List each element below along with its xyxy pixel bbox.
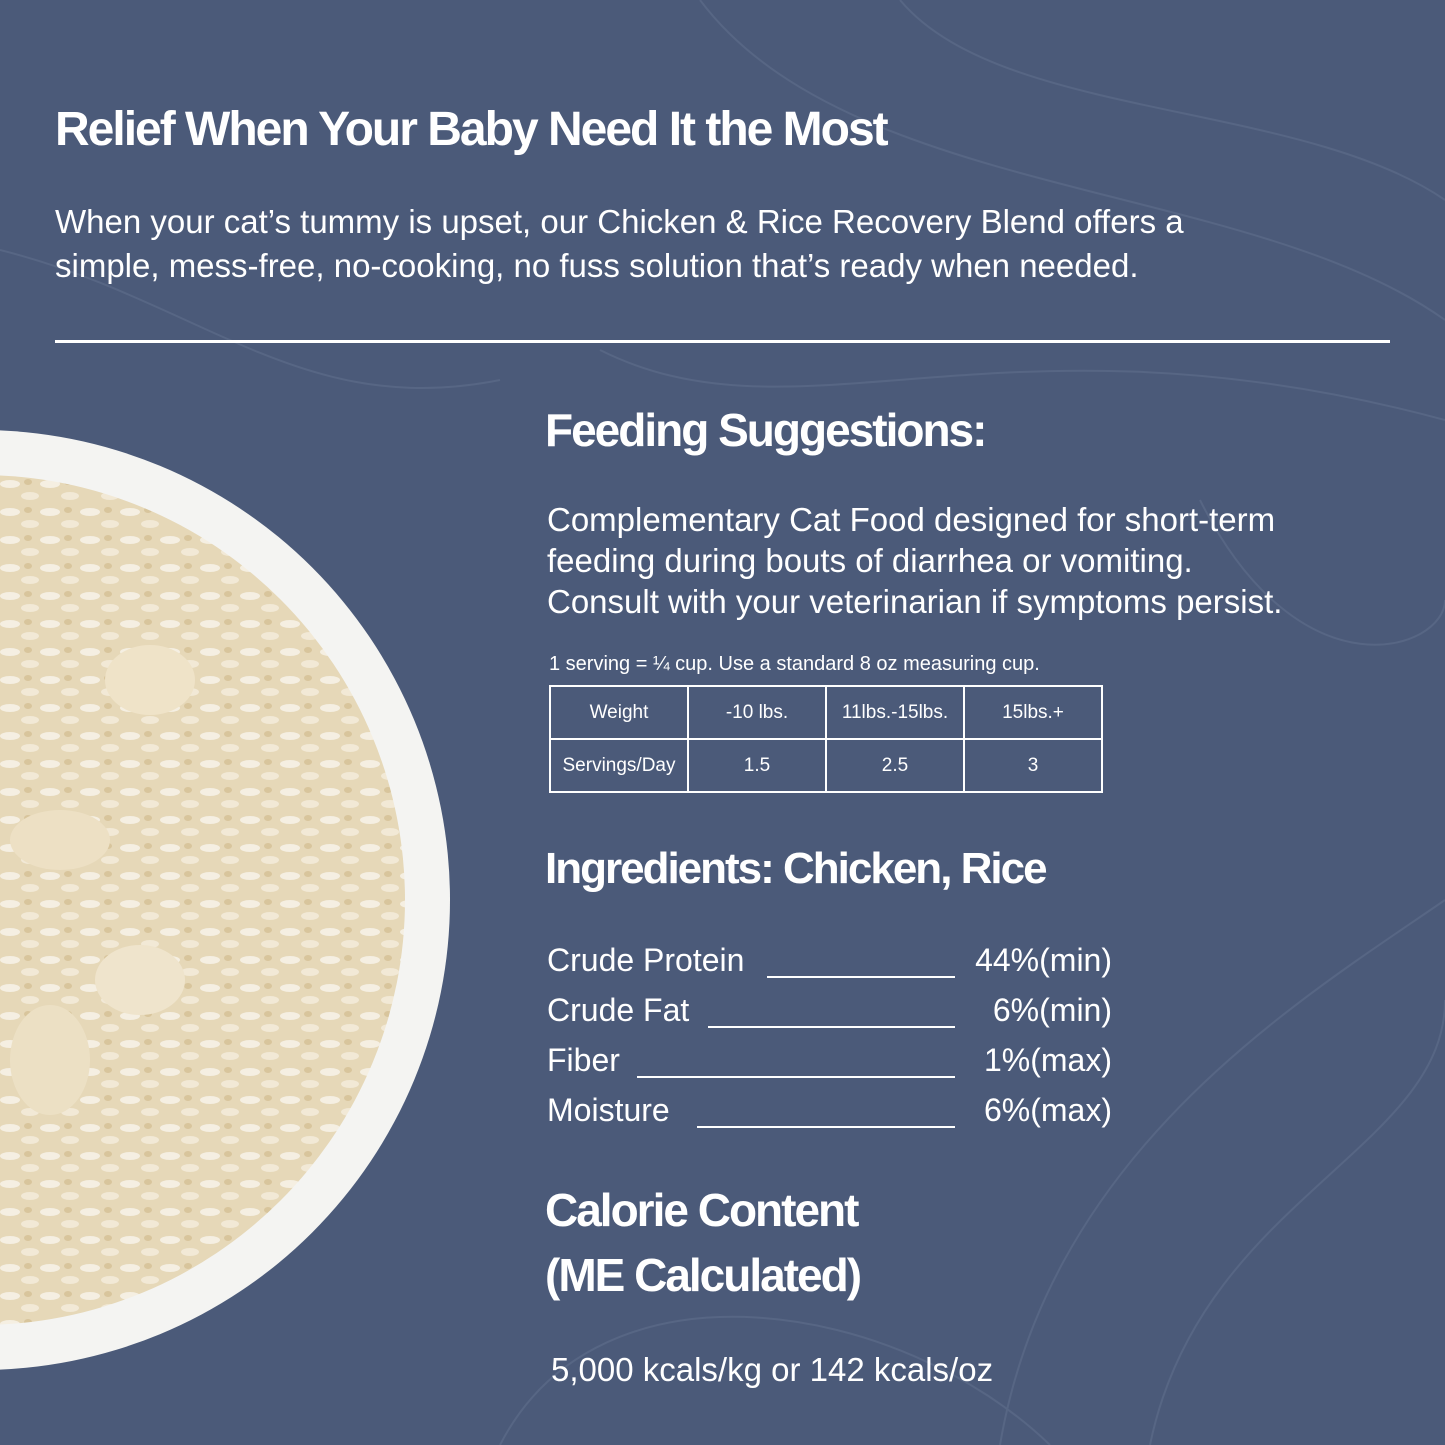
calorie-title-line-1: Calorie Content: [545, 1184, 859, 1236]
feeding-line-3: Consult with your veterinarian if sympto…: [547, 583, 1283, 620]
feeding-title: Feeding Suggestions:: [545, 404, 987, 456]
table-cell: 1.5: [687, 738, 827, 793]
bowl-image: [0, 430, 450, 1370]
feeding-table: Weight -10 lbs. 11lbs.-15lbs. 15lbs.+ Se…: [549, 685, 1103, 793]
feeding-line-2: feeding during bouts of diarrhea or vomi…: [547, 542, 1193, 579]
table-cell: 3: [963, 738, 1103, 793]
table-row: Weight -10 lbs. 11lbs.-15lbs. 15lbs.+: [549, 685, 1103, 740]
description-line-2: simple, mess-free, no-cooking, no fuss s…: [55, 247, 1139, 284]
table-cell: Weight: [549, 685, 689, 740]
analysis-label: Crude Protein: [547, 942, 745, 978]
analysis-row: Moisture 6%(max): [547, 1092, 1112, 1138]
table-cell: -10 lbs.: [687, 685, 827, 740]
page-title: Relief When Your Baby Need It the Most: [55, 103, 889, 156]
analysis-value: 1%(max): [983, 1042, 1112, 1078]
serving-note: 1 serving = ¼ cup. Use a standard 8 oz m…: [549, 653, 1040, 675]
table-cell: 11lbs.-15lbs.: [825, 685, 965, 740]
calorie-value: 5,000 kcals/kg or 142 kcals/oz: [551, 1351, 994, 1388]
analysis-label: Crude Fat: [547, 992, 690, 1028]
calorie-title-line-2: (ME Calculated): [545, 1249, 862, 1301]
leader-line: [697, 1126, 955, 1128]
analysis-value: 44%(min): [975, 942, 1112, 978]
analysis-row: Crude Fat 6%(min): [547, 992, 1112, 1038]
ingredients-title: Ingredients: Chicken, Rice: [545, 844, 1048, 893]
leader-line: [767, 976, 955, 978]
analysis-row: Fiber 1%(max): [547, 1042, 1112, 1088]
feeding-line-1: Complementary Cat Food designed for shor…: [547, 501, 1276, 538]
table-cell: Servings/Day: [549, 738, 689, 793]
leader-line: [637, 1076, 955, 1078]
leader-line: [708, 1026, 955, 1028]
analysis-value: 6%(min): [992, 992, 1112, 1028]
description-line-1: When your cat’s tummy is upset, our Chic…: [55, 203, 1184, 240]
table-cell: 2.5: [825, 738, 965, 793]
analysis-label: Moisture: [547, 1092, 670, 1128]
analysis-row: Crude Protein 44%(min): [547, 942, 1112, 988]
table-row: Servings/Day 1.5 2.5 3: [549, 738, 1103, 793]
table-cell: 15lbs.+: [963, 685, 1103, 740]
divider: [55, 340, 1390, 343]
analysis-value: 6%(max): [983, 1092, 1112, 1128]
analysis-label: Fiber: [547, 1042, 620, 1078]
chicken-rice-food: [0, 475, 405, 1325]
